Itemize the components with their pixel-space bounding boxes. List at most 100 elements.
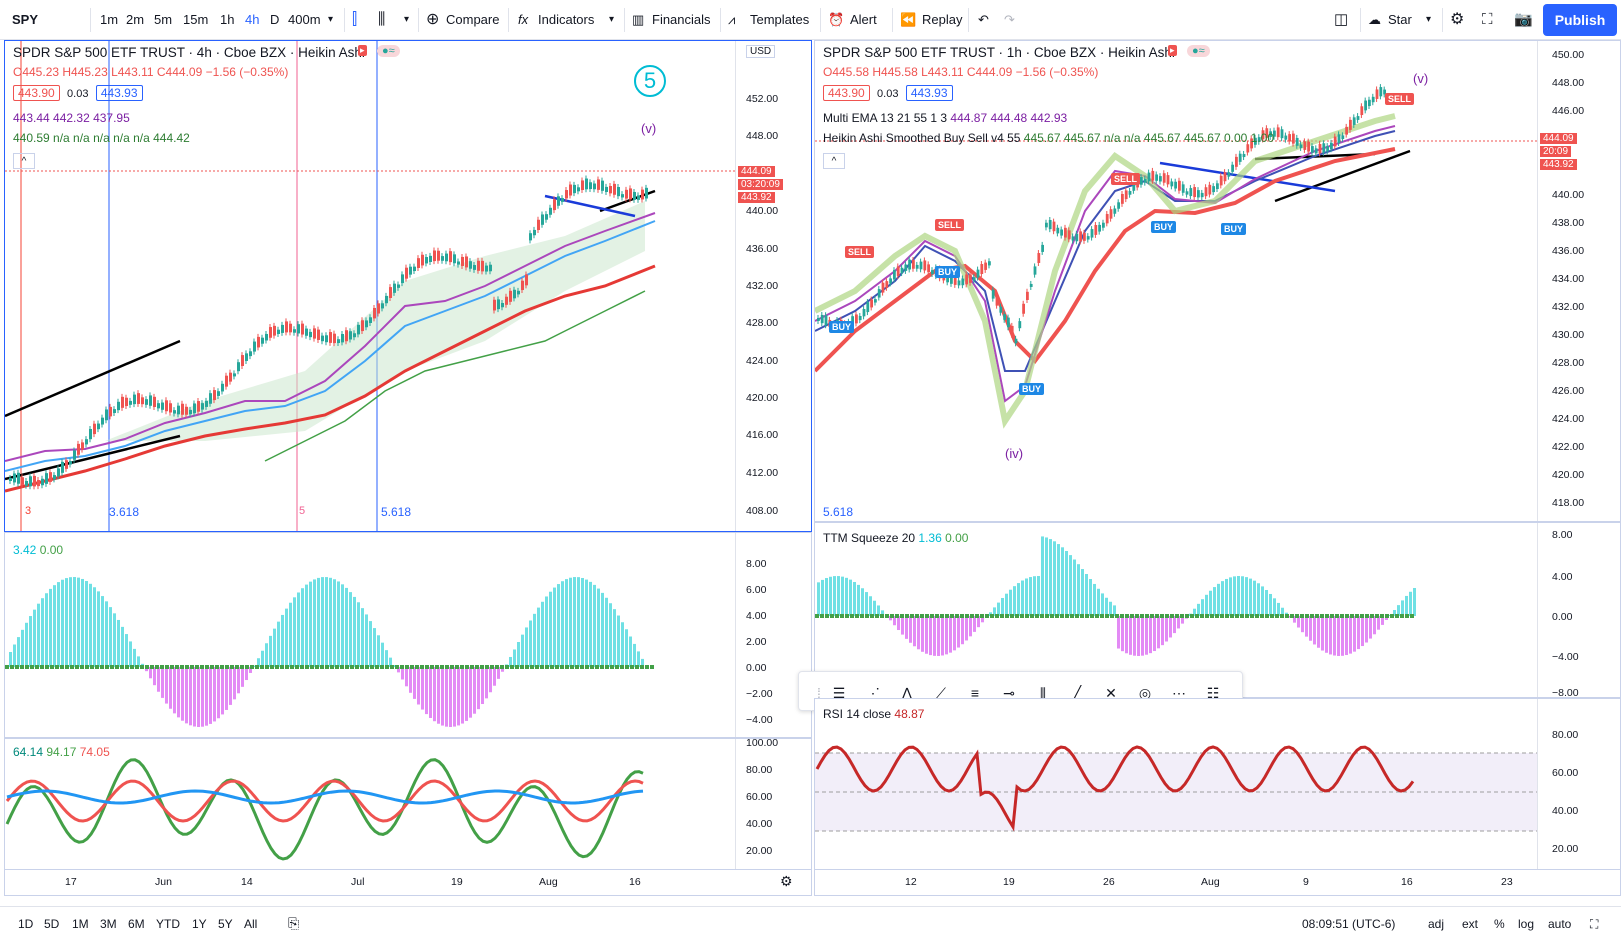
pattern-icon[interactable]: ✕ — [1105, 685, 1117, 701]
drag-handle-icon[interactable]: ⁞ — [817, 685, 821, 701]
percent-toggle[interactable]: % — [1494, 917, 1505, 931]
right-main-pane[interactable]: SPDR S&P 500 ETF TRUST · 1h · Cboe BZX ·… — [814, 40, 1621, 522]
interval-1h[interactable]: 1h — [220, 12, 235, 27]
plus-circle-icon[interactable]: ⊕ — [426, 11, 440, 28]
candle — [57, 468, 60, 477]
candle-style-icon[interactable]: ⫼ — [378, 11, 386, 28]
camera-icon[interactable]: 📷 — [1514, 11, 1533, 28]
interval-4h[interactable]: 4h — [245, 12, 260, 27]
left-oscillator-pane[interactable]: 64.14 94.17 74.05 100.00 80.00 60.00 40.… — [4, 738, 812, 870]
range-ytd[interactable]: YTD — [156, 917, 180, 931]
right-squeeze-pane[interactable]: TTM Squeeze 20 1.36 0.00 8.00 4.00 0.00 … — [814, 522, 1621, 698]
histogram-bar — [1069, 555, 1072, 616]
symbol-search[interactable]: SPY — [12, 12, 39, 27]
publish-button[interactable]: Publish — [1543, 4, 1617, 36]
chevron-down-icon[interactable]: ▾ — [609, 14, 615, 25]
replay-button[interactable]: Replay — [922, 12, 963, 27]
alarm-clock-icon[interactable]: ⏰ — [828, 12, 845, 27]
compare-button[interactable]: Compare — [446, 12, 500, 27]
candle — [217, 391, 220, 396]
range-all[interactable]: All — [244, 917, 258, 931]
time-tick: 12 — [905, 876, 917, 888]
range-1d[interactable]: 1D — [18, 917, 34, 931]
candle — [1314, 148, 1318, 154]
collapse-legend-button[interactable]: ^ — [13, 153, 35, 169]
fib-channel-icon[interactable]: ≡ — [970, 685, 980, 701]
interval-5m[interactable]: 5m — [154, 12, 173, 27]
histogram-bar — [25, 622, 28, 667]
financials-icon[interactable]: ▥ — [632, 12, 645, 27]
interval-400m[interactable]: 400m — [288, 12, 321, 27]
clock-time[interactable]: 08:09:51 (UTC-6) — [1302, 917, 1396, 931]
candle — [1098, 224, 1101, 232]
financials-button[interactable]: Financials — [652, 12, 711, 27]
range-1y[interactable]: 1Y — [192, 917, 207, 931]
collapse-legend-button[interactable]: ^ — [823, 153, 845, 169]
interval-d[interactable]: D — [270, 12, 280, 27]
ext-toggle[interactable]: ext — [1462, 917, 1479, 931]
range-5y[interactable]: 5Y — [218, 917, 233, 931]
histogram-bar — [401, 667, 404, 680]
log-toggle[interactable]: log — [1518, 917, 1535, 931]
alert-button[interactable]: Alert — [850, 12, 877, 27]
horizontal-ray-icon[interactable]: ⊸ — [1003, 685, 1015, 701]
fx-icon[interactable]: fx — [518, 12, 529, 27]
candle — [1151, 170, 1155, 181]
histogram-bar — [389, 657, 392, 667]
visibility-toggle[interactable]: ●≈ — [1187, 45, 1210, 57]
undo-icon[interactable]: ↶ — [978, 12, 989, 27]
chevron-down-icon[interactable]: ▾ — [1426, 14, 1432, 25]
left-main-pane[interactable]: SPDR S&P 500 ETF TRUST · 4h · Cboe BZX ·… — [4, 40, 812, 532]
candle — [129, 400, 132, 405]
chevron-down-icon[interactable]: ▾ — [328, 14, 334, 25]
gear-icon[interactable]: ⚙ — [780, 873, 793, 889]
buy-signal: BUY — [1221, 223, 1247, 235]
spiral-icon[interactable]: ◎ — [1138, 685, 1152, 701]
maximize-icon[interactable]: ⛶ — [1590, 917, 1599, 931]
left-time-axis[interactable]: 17 Jun 14 Jul 19 Aug 16 ⚙ — [4, 870, 812, 896]
fib-levels-icon[interactable]: ⋯ — [1172, 685, 1186, 701]
right-time-axis[interactable]: 12 19 26 Aug 9 16 23 — [814, 870, 1621, 896]
fullscreen-icon[interactable]: ⛶ — [1482, 11, 1493, 28]
bar-style-icon[interactable]: ⫿ — [352, 11, 358, 28]
interval-15m[interactable]: 15m — [183, 12, 209, 27]
toolbar-divider — [968, 8, 969, 32]
layout-icon[interactable]: ◫ — [1334, 11, 1349, 28]
range-6m[interactable]: 6M — [128, 917, 145, 931]
chevron-down-icon[interactable]: ▾ — [404, 14, 410, 25]
currency-selector[interactable]: USD — [746, 45, 776, 58]
replay-icon[interactable]: ⏪ — [900, 12, 917, 27]
adj-toggle[interactable]: adj — [1428, 917, 1445, 931]
templates-icon[interactable]: ⩘ — [728, 12, 736, 27]
range-1m[interactable]: 1M — [72, 917, 89, 931]
horizontal-lines-icon[interactable]: ☰ — [832, 685, 846, 701]
date-range-icon[interactable]: ⎘ — [288, 915, 300, 931]
right-rsi-pane[interactable]: RSI 14 close 48.87 80.00 60.00 40.00 20.… — [814, 698, 1621, 870]
star-button[interactable]: Star — [1388, 12, 1412, 27]
histogram-bar — [321, 577, 324, 667]
candle — [133, 394, 136, 405]
auto-toggle[interactable]: auto — [1548, 917, 1572, 931]
interval-1m[interactable]: 1m — [100, 12, 119, 27]
histogram-bar — [1229, 577, 1232, 616]
candle — [197, 401, 200, 412]
indicators-button[interactable]: Indicators — [538, 12, 595, 27]
vertical-lines-icon[interactable]: ⦀ — [1039, 685, 1047, 701]
gear-icon[interactable]: ⚙ — [1450, 11, 1465, 28]
cloud-icon[interactable]: ☁ — [1368, 12, 1381, 27]
trend-path-icon[interactable]: ⟋ — [936, 685, 946, 701]
candle — [373, 307, 376, 319]
abc-wave-icon[interactable]: ⋀ — [901, 685, 913, 701]
left-price-axis[interactable]: USD 452.00 448.00 440.00 436.00 432.00 4… — [735, 41, 811, 531]
left-squeeze-pane[interactable]: 3.42 0.00 8.00 6.00 4.00 2.00 0.00 −2.00… — [4, 532, 812, 738]
trend-line-icon[interactable]: ╱ — [1072, 685, 1082, 701]
range-3m[interactable]: 3M — [100, 917, 117, 931]
settings-lines-icon[interactable]: ☷ — [1206, 685, 1220, 701]
templates-button[interactable]: Templates — [750, 12, 810, 27]
range-5d[interactable]: 5D — [44, 917, 60, 931]
redo-icon[interactable]: ↷ — [1004, 12, 1015, 27]
wave-count-icon[interactable]: ⋰ — [866, 685, 880, 701]
visibility-toggle[interactable]: ●≈ — [377, 45, 400, 57]
interval-2m[interactable]: 2m — [126, 12, 145, 27]
right-price-axis[interactable]: 450.00 448.00 446.00 440.00 438.00 436.0… — [1537, 41, 1620, 521]
